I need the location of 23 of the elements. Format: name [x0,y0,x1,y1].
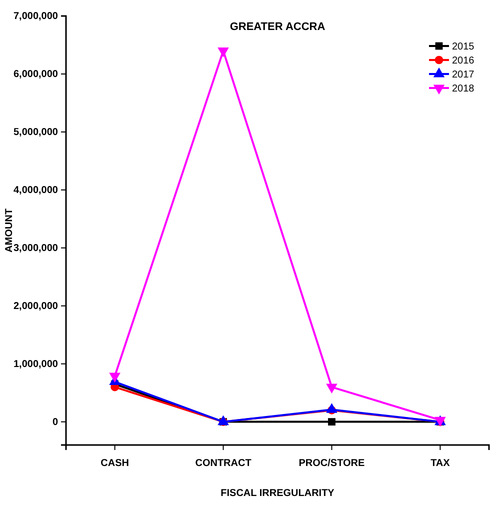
point [218,48,229,58]
y-tick-label: 1,000,000 [14,359,58,370]
legend-label: 2017 [452,70,475,80]
y-tick-label: 4,000,000 [14,185,58,196]
x-tick-label: CONTRACT [195,458,252,469]
y-tick-label: 5,000,000 [14,127,58,138]
y-axis-title: AMOUNT [4,208,15,252]
y-tick-label: 0 [52,417,58,428]
point [326,403,338,413]
y-tick-label: 3,000,000 [14,243,58,254]
legend-label: 2016 [452,56,475,66]
x-tick-label: CASH [100,458,129,469]
x-axis-title: FISCAL IRREGULARITY [220,488,335,499]
point [218,415,229,426]
legend-label: 2018 [452,84,475,94]
y-tick-label: 7,000,000 [14,11,58,22]
x-tick-label: TAX [430,458,450,469]
y-tick-label: 2,000,000 [14,301,58,312]
y-tick-label: 6,000,000 [14,69,58,80]
x-tick-label: PROC/STORE [298,458,366,469]
point [328,418,336,426]
legend-label: 2015 [452,42,475,52]
chart-title: GREATER ACCRA [230,21,326,33]
